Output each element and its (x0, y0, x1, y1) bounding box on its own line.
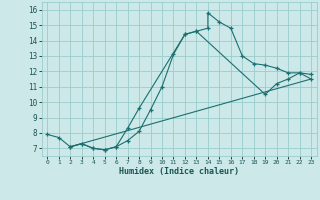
X-axis label: Humidex (Indice chaleur): Humidex (Indice chaleur) (119, 167, 239, 176)
